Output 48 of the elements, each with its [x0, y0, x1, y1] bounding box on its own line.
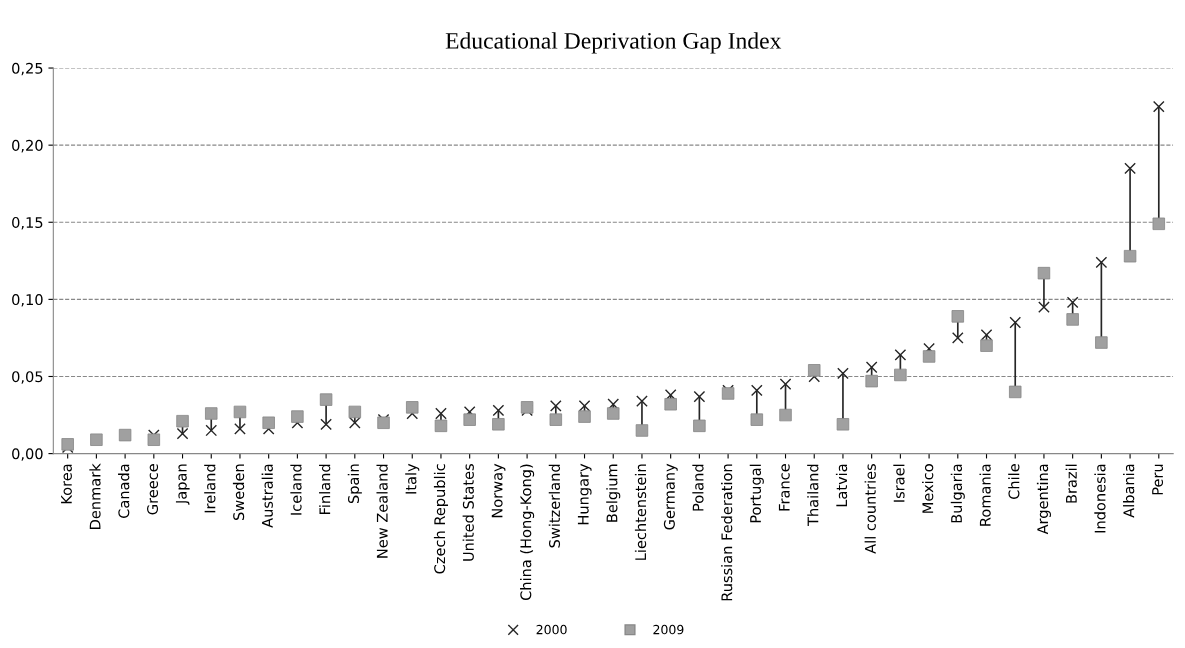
- x-tick-label: Thailand: [807, 464, 819, 526]
- y-tick-label: 0,10: [12, 294, 43, 307]
- x-tick-label: Albania: [1123, 464, 1135, 518]
- x-tick-label: Poland: [692, 464, 704, 511]
- x-tick-label: Norway: [491, 463, 506, 518]
- legend-label: 2009: [653, 624, 684, 635]
- x-tick-label: Switzerland: [548, 464, 561, 548]
- x-tick-label: Canada: [118, 464, 130, 518]
- x-tick-label: Spain: [347, 464, 362, 504]
- x-tick-label: United States: [462, 464, 474, 561]
- x-tick-label: Australia: [261, 464, 273, 528]
- x-tick-label: Indonesia: [1094, 464, 1106, 533]
- y-tick-label: 0,15: [12, 216, 43, 230]
- x-tick-label: Israel: [893, 464, 905, 502]
- x-tick-label: Bulgaria: [950, 464, 965, 523]
- x-tick-label: Hungary: [577, 463, 592, 525]
- x-tick-label: Peru: [1152, 464, 1164, 495]
- y-tick-label: 0,25: [12, 62, 43, 76]
- x-tick-label: Japan: [175, 464, 190, 505]
- x-tick-label: Belgium: [606, 464, 621, 522]
- y-tick-label: 0,20: [12, 139, 43, 153]
- x-tick-label: Russian Federation: [721, 464, 733, 601]
- x-tick-label: France: [778, 464, 790, 511]
- x-tick-label: Liechtenstein: [634, 464, 647, 560]
- x-tick-label: Latvia: [835, 464, 848, 507]
- chart-title: Educational Deprivation Gap Index: [445, 32, 782, 54]
- x-tick-label: Iceland: [290, 464, 302, 515]
- x-tick-label: Chile: [1008, 464, 1020, 500]
- x-tick-label: New Zealand: [376, 464, 388, 558]
- x-tick-label: Finland: [319, 464, 331, 514]
- x-tick-label: Argentina: [1036, 464, 1051, 535]
- x-tick-label: Czech Republic: [433, 464, 449, 574]
- x-tick-label: Korea: [61, 464, 72, 504]
- x-tick-label: Italy: [405, 463, 420, 494]
- x-tick-label: Mexico: [922, 464, 934, 513]
- x-tick-label: Greece: [147, 464, 159, 515]
- x-tick-label: Denmark: [89, 463, 101, 529]
- x-tick-label: All countries: [864, 464, 876, 554]
- x-tick-label: Romania: [979, 464, 991, 526]
- x-tick-label: Brazil: [1065, 464, 1077, 503]
- x-tick-label: Portugal: [749, 464, 764, 523]
- x-tick-label: Ireland: [204, 464, 216, 513]
- legend-label: 2000: [536, 624, 567, 635]
- y-tick-label: 0,05: [12, 371, 43, 384]
- x-tick-label: Sweden: [232, 464, 245, 520]
- x-tick-label: China (Hong-Kong): [520, 464, 535, 601]
- y-tick-label: 0,00: [12, 448, 43, 461]
- x-tick-label: Germany: [663, 463, 678, 530]
